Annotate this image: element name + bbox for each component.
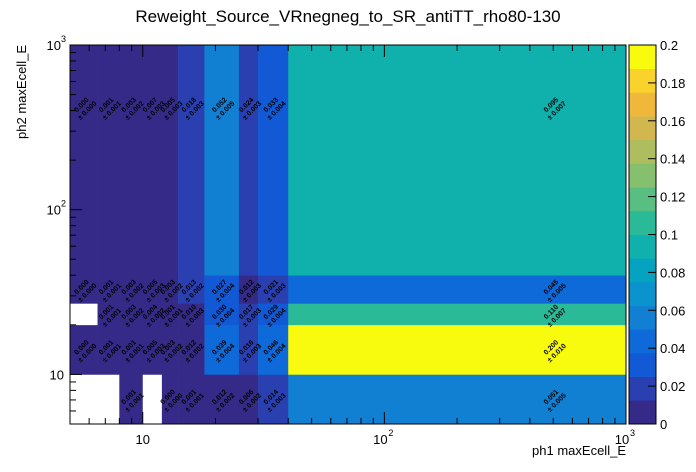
heatmap-cell (142, 303, 163, 326)
heatmap-cell (97, 324, 120, 375)
colorbar-segment (629, 329, 656, 354)
colorbar-segment (629, 258, 656, 283)
heatmap-cell (204, 45, 240, 276)
heatmap-cell (204, 374, 240, 425)
heatmap-cell (258, 324, 289, 375)
heatmap-cell (161, 324, 179, 375)
colorbar-segment (629, 45, 656, 69)
colorbar-tick-label: 0.2 (660, 38, 678, 53)
y-tick-label: 10 (50, 367, 64, 382)
heatmap-cell (288, 303, 627, 326)
heatmap-cell (238, 374, 259, 425)
heatmap-cell (238, 324, 259, 375)
heatmap-cell (161, 45, 179, 276)
y-tick-exponent: 2 (61, 199, 66, 209)
heatmap-cell (119, 275, 144, 304)
heatmap-cell (70, 275, 98, 304)
colorbar-tick-label: 0.14 (660, 152, 685, 167)
heatmap-cell (142, 324, 163, 375)
colorbar-segment (629, 376, 656, 401)
heatmap-cell (178, 275, 205, 304)
heatmap-cell (119, 303, 144, 326)
colorbar-segment (629, 163, 656, 188)
heatmap-cell (142, 45, 163, 276)
heatmap-cell (258, 374, 289, 425)
heatmap-cell (288, 374, 627, 425)
colorbar: 0 0.02 0.04 0.06 0.08 0.1 0.12 0.14 0.16 0.18 0.2 (628, 38, 685, 432)
colorbar-tick-label: 0.1 (660, 228, 678, 243)
heatmap-cell (288, 45, 627, 276)
heatmap-cell (70, 303, 98, 326)
heatmap-cell (288, 275, 627, 304)
heatmap-cell (258, 303, 289, 326)
colorbar-tick-label: 0.06 (660, 303, 685, 318)
heatmap-cell (97, 45, 120, 276)
colorbar-segment (629, 210, 656, 235)
heatmap-cell (238, 275, 259, 304)
colorbar-tick-label: 0.12 (660, 190, 685, 205)
y-axis-label: ph2 maxEcell_E (14, 45, 29, 139)
colorbar-tick-label: 0 (660, 417, 667, 432)
chart-title: Reweight_Source_VRnegneg_to_SR_antiTT_rh… (135, 7, 560, 26)
colorbar-segment (629, 92, 656, 117)
x-tick-exponent: 2 (388, 428, 393, 438)
colorbar-segment (629, 187, 656, 212)
colorbar-segment (629, 352, 656, 377)
heatmap-cell (119, 45, 144, 276)
colorbar-segment (629, 139, 656, 164)
colorbar-tick-label: 0.04 (660, 341, 685, 356)
y-tick-label: 10 (47, 38, 61, 53)
colorbar-tick-label: 0.16 (660, 114, 685, 129)
heatmap-cell (204, 303, 240, 326)
heatmap-cell (161, 303, 179, 326)
heatmap-cell (258, 45, 289, 276)
heatmap-cell (97, 275, 120, 304)
heatmap-cell (70, 324, 98, 375)
heatmap-cell (178, 374, 205, 425)
x-tick-label: 10 (136, 432, 150, 447)
colorbar-segment (629, 234, 656, 259)
heatmap-cell (238, 303, 259, 326)
colorbar-tick-label: 0.02 (660, 379, 685, 394)
heatmap-cell (161, 374, 179, 425)
heatmap-cell (178, 303, 205, 326)
heatmap-cell (238, 45, 259, 276)
heatmap-cell (119, 374, 144, 425)
x-tick-label: 10 (615, 432, 629, 447)
colorbar-segment (629, 116, 656, 141)
y-tick-exponent: 3 (61, 34, 66, 44)
heatmap-cell (288, 324, 627, 375)
heatmap-cell (119, 324, 144, 375)
colorbar-segment (629, 400, 656, 425)
heatmap-cell (142, 374, 163, 425)
colorbar-segment (629, 305, 656, 330)
colorbar-tick-label: 0.18 (660, 76, 685, 91)
x-tick-exponent: 3 (630, 428, 635, 438)
heatmap-cell (142, 275, 163, 304)
colorbar-segment (629, 281, 656, 306)
heatmap-cell (258, 275, 289, 304)
colorbar-segment (629, 68, 656, 93)
heatmap-cell (178, 324, 205, 375)
heatmap-cell (204, 324, 240, 375)
y-tick-label: 10 (47, 203, 61, 218)
x-tick-label: 10 (373, 432, 387, 447)
colorbar-tick-label: 0.08 (660, 265, 685, 280)
x-axis-label: ph1 maxEcell_E (532, 443, 626, 458)
heatmap-cells (70, 45, 627, 425)
plot-frame (69, 44, 627, 425)
heatmap-cell (204, 275, 240, 304)
heatmap-cell (161, 275, 179, 304)
heatmap-cell (97, 374, 120, 425)
heatmap-cell (178, 45, 205, 276)
heatmap-cell (97, 303, 120, 326)
heatmap-cell (70, 374, 98, 425)
